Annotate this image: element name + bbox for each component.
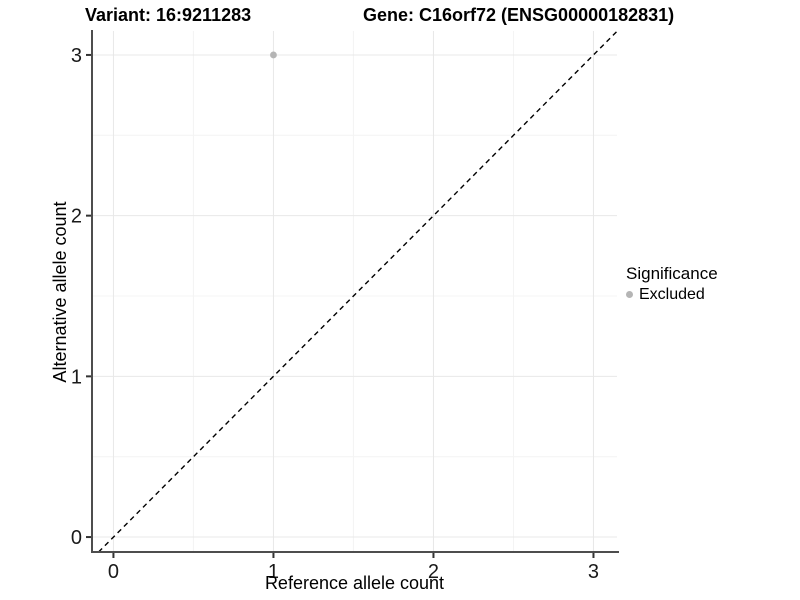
x-axis-label: Reference allele count <box>264 573 445 593</box>
plot-title-variant: Variant: 16:9211283 <box>85 5 252 25</box>
x-tick-label: 1 <box>268 561 279 583</box>
legend-item-excluded: Excluded <box>626 284 718 305</box>
x-tick-label: 0 <box>108 561 119 583</box>
identity-line <box>98 30 618 553</box>
x-tick-label: 2 <box>428 561 439 583</box>
x-tick-label: 3 <box>588 561 599 583</box>
legend: Significance Excluded <box>626 263 718 305</box>
y-tick-label: 1 <box>71 366 82 388</box>
y-tick-label: 3 <box>71 45 82 67</box>
legend-title: Significance <box>626 264 718 283</box>
legend-item-label: Excluded <box>639 286 705 303</box>
data-point <box>270 51 277 59</box>
y-tick-label: 2 <box>71 206 82 228</box>
y-axis-label: Alternative allele count <box>50 201 70 383</box>
y-tick-label: 0 <box>71 527 82 549</box>
legend-point-icon <box>626 291 633 298</box>
plot-title-gene: Gene: C16orf72 (ENSG00000182831) <box>363 5 675 25</box>
